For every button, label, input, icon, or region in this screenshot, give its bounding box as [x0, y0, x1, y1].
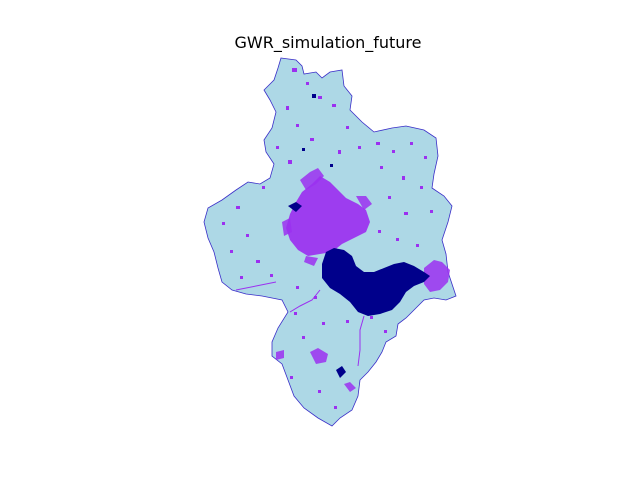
urban-core — [286, 176, 370, 256]
water-small — [288, 94, 346, 378]
urban-east — [424, 260, 450, 292]
lake — [322, 248, 430, 316]
urban-south — [276, 348, 356, 392]
rivers — [235, 281, 365, 367]
urban-scatter — [222, 68, 433, 409]
map-title: GWR_simulation_future — [234, 33, 422, 52]
